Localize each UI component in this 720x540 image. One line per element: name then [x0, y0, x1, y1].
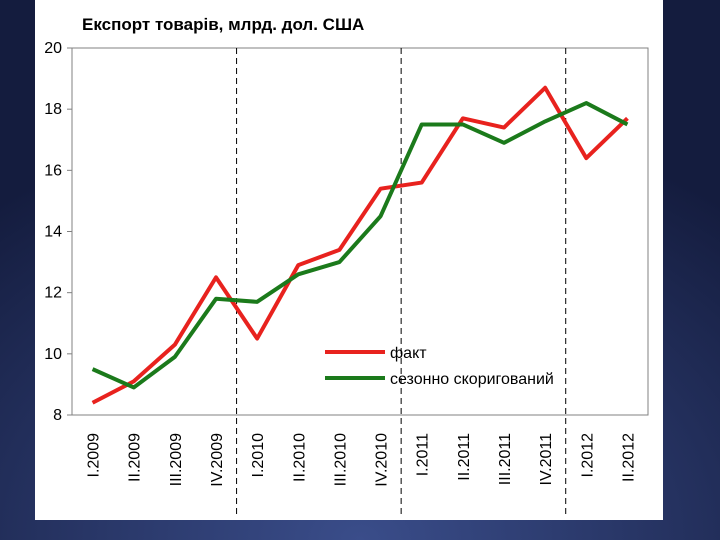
- x-tick-label: III.2009: [168, 433, 185, 486]
- x-tick-label: II.2010: [291, 433, 308, 482]
- series-line: [91, 85, 629, 405]
- x-tick-label: I.2011: [415, 433, 432, 476]
- x-tick-label: II.2009: [127, 433, 144, 482]
- x-tick-label: III.2011: [497, 433, 514, 485]
- series-line: [91, 101, 629, 390]
- y-tick-label: 20: [44, 40, 62, 57]
- y-tick-label: 12: [44, 285, 62, 302]
- chart-panel: [35, 0, 663, 520]
- x-tick-label: IV.2010: [374, 433, 391, 487]
- legend-label: факт: [390, 345, 427, 362]
- y-tick-label: 14: [44, 224, 62, 241]
- chart-title: Експорт товарів, млрд. дол. США: [82, 15, 364, 34]
- x-tick-label: II.2011: [456, 433, 473, 481]
- y-tick-label: 18: [44, 101, 62, 118]
- x-tick-label: I.2012: [579, 433, 596, 478]
- legend-label: сезонно скоригований: [390, 371, 554, 388]
- y-tick-label: 16: [44, 162, 62, 179]
- x-tick-label: II.2012: [620, 433, 637, 482]
- x-tick-label: III.2010: [332, 433, 349, 486]
- x-tick-label: I.2010: [250, 433, 267, 478]
- x-tick-label: IV.2009: [209, 433, 226, 487]
- x-tick-label: I.2009: [86, 433, 103, 478]
- x-tick-label: IV.2011: [538, 433, 555, 486]
- y-tick-label: 8: [53, 407, 62, 424]
- y-tick-label: 10: [44, 346, 62, 363]
